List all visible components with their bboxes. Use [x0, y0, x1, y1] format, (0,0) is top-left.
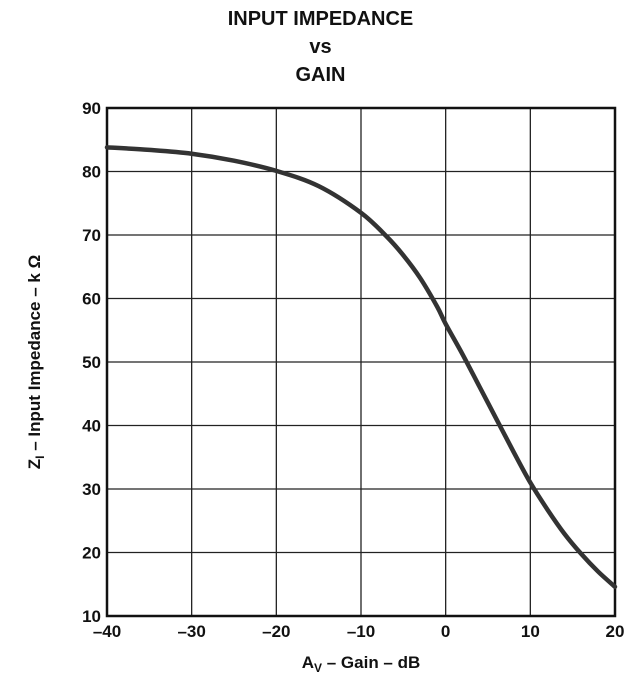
- x-axis-title-rest: – Gain – dB: [322, 653, 420, 672]
- y-tick-label: 80: [82, 163, 101, 182]
- chart-title-line-3: GAIN: [295, 64, 346, 86]
- x-tick-label: 10: [521, 622, 540, 641]
- x-tick-label: –10: [347, 622, 375, 641]
- x-axis-title: AV – Gain – dB: [302, 653, 421, 675]
- x-tick-label: –40: [93, 622, 121, 641]
- y-tick-label: 40: [82, 417, 101, 436]
- chart-title-line-1: INPUT IMPEDANCE: [227, 8, 414, 30]
- y-tick-label: 30: [82, 480, 101, 499]
- x-axis-title-subscript: V: [314, 661, 322, 675]
- y-tick-label: 20: [82, 544, 101, 563]
- series-layer: [104, 145, 618, 590]
- y-tick-label: 10: [82, 607, 101, 626]
- x-tick-labels: –40 –30 –20 –10 0 10 20: [93, 622, 625, 641]
- x-tick-label: 0: [441, 622, 450, 641]
- y-tick-labels: 10 20 30 40 50 60 70 80 90: [82, 99, 101, 626]
- y-axis-title-rest: – Input Impedance – k Ω: [25, 255, 44, 456]
- impedance-curve: [104, 145, 618, 590]
- y-axis-title-main: Z: [25, 459, 44, 469]
- x-tick-label: –20: [262, 622, 290, 641]
- x-tick-label: –30: [177, 622, 205, 641]
- y-tick-label: 50: [82, 353, 101, 372]
- y-axis-title: ZI – Input Impedance – k Ω: [25, 255, 47, 469]
- y-tick-label: 60: [82, 290, 101, 309]
- chart-title-line-2: vs: [309, 36, 332, 58]
- x-tick-label: 20: [606, 622, 625, 641]
- grid-lines: [107, 108, 615, 616]
- y-tick-label: 90: [82, 99, 101, 118]
- y-axis-title-subscript: I: [33, 455, 47, 458]
- y-tick-label: 70: [82, 226, 101, 245]
- plot-area-frame: [105, 106, 617, 618]
- x-axis-title-main: A: [302, 653, 314, 672]
